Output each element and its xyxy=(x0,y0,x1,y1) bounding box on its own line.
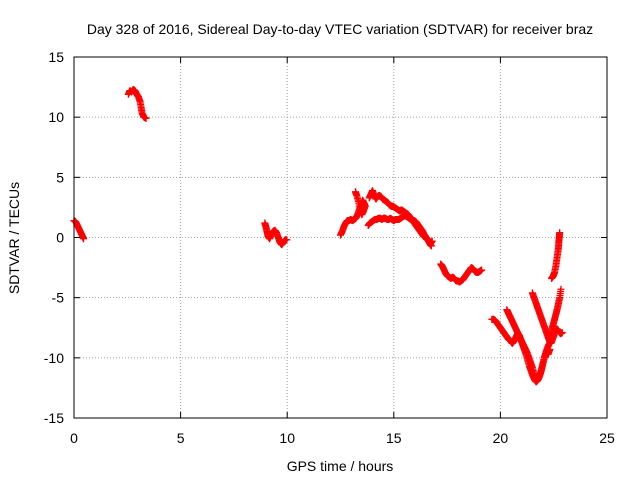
data-point xyxy=(351,188,359,196)
data-point xyxy=(478,266,486,274)
x-tick-label: 25 xyxy=(599,430,615,446)
x-tick-label: 10 xyxy=(279,430,295,446)
y-tick-label: 0 xyxy=(56,230,64,246)
x-axis-label: GPS time / hours xyxy=(287,458,394,474)
y-tick-label: 5 xyxy=(56,169,64,185)
y-tick-label: 10 xyxy=(48,109,64,125)
series-arc-2 xyxy=(124,85,150,122)
x-tick-label: 15 xyxy=(386,430,402,446)
series-arc-4b xyxy=(364,212,435,250)
data-point xyxy=(556,229,564,237)
data-point xyxy=(142,114,150,122)
grid xyxy=(74,57,607,418)
data-points xyxy=(70,85,566,386)
y-tick-label: -5 xyxy=(52,290,65,306)
series-arc-6b xyxy=(503,306,553,385)
data-point xyxy=(283,236,291,244)
series-arc-5 xyxy=(437,260,486,286)
series-arc-3 xyxy=(261,219,291,249)
series-arc-1 xyxy=(70,217,88,243)
series-arc-4a xyxy=(337,188,369,239)
data-point xyxy=(428,237,436,245)
axis-ticks: 0 5 10 15 20 25 -15 -10 -5 0 5 10 15 xyxy=(44,49,615,446)
data-point xyxy=(80,235,88,243)
y-axis-label: SDTVAR / TECUs xyxy=(6,182,22,294)
y-tick-label: -15 xyxy=(44,410,64,426)
y-tick-label: 15 xyxy=(48,49,64,65)
y-tick-label: -10 xyxy=(44,350,64,366)
data-point xyxy=(557,285,565,293)
x-tick-label: 20 xyxy=(493,430,509,446)
chart-title: Day 328 of 2016, Sidereal Day-to-day VTE… xyxy=(87,21,593,37)
x-tick-label: 5 xyxy=(177,430,185,446)
series-arc-6d xyxy=(545,285,565,344)
x-tick-label: 0 xyxy=(70,430,78,446)
series-arc-4c xyxy=(365,187,436,248)
data-point xyxy=(558,329,566,337)
series-arc-6e xyxy=(548,229,564,282)
